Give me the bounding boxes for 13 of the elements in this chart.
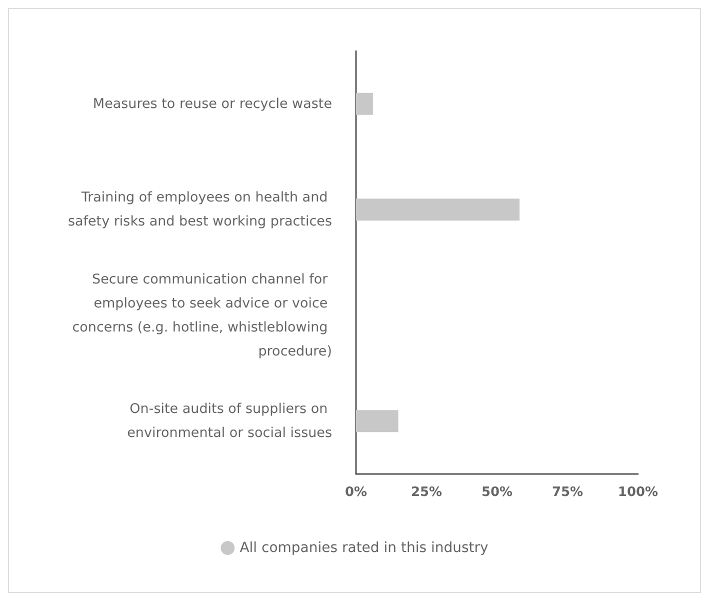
x-tick-label: 75% [552,485,584,500]
bar [356,410,398,432]
legend-label: All companies rated in this industry [240,540,488,556]
y-tick-label: On-site audits of suppliers on environmental or social issues [127,401,332,442]
x-tick-label: 100% [618,485,658,500]
bar [356,198,520,221]
bar [356,92,373,115]
y-tick-label: Training of employees on health and safety risks and best working practices [68,190,332,230]
x-tick-label: 25% [410,485,442,500]
x-tick-label: 0% [344,485,368,500]
x-tick-label: 50% [481,485,513,500]
y-tick-label: Measures to reuse or recycle waste [92,96,332,112]
y-tick-label: Secure communication channel for employees to seek advice or voice concerns (e.g. hotline, whistleblowing procedure) [72,271,332,360]
